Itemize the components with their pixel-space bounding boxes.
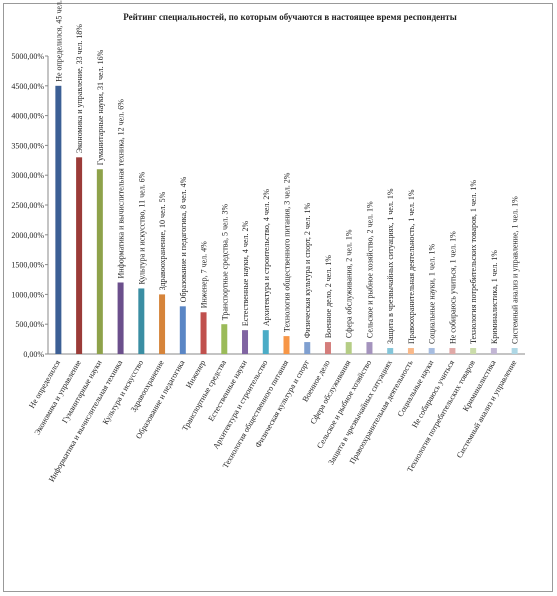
bar <box>304 342 311 354</box>
data-label: Технология потребительских товаров, 1 че… <box>469 180 478 344</box>
y-tick-label: 0,00% <box>23 350 44 359</box>
bar <box>490 348 497 354</box>
frame <box>3 3 553 592</box>
bar <box>138 288 145 354</box>
bar <box>345 342 352 354</box>
data-label: Естественные науки, 4 чел. 2% <box>241 220 250 326</box>
bar <box>242 330 249 354</box>
data-label: Сельское и рыбное хозяйство, 2 чел. 1% <box>365 201 374 338</box>
data-label: Экономика и управление, 33 чел. 18% <box>75 24 84 154</box>
data-label: Культура и искусство, 11 чел. 6% <box>137 171 146 284</box>
bar <box>200 312 207 354</box>
y-tick-label: 1500,00% <box>11 261 44 270</box>
chart-title: Рейтинг специальностей, по которым обуча… <box>123 12 457 22</box>
bar <box>221 324 228 354</box>
data-label: Социальные науки, 1 чел. 1% <box>428 244 437 345</box>
y-tick-label: 5000,00% <box>11 52 44 61</box>
y-tick-label: 4500,00% <box>11 82 44 91</box>
bar <box>407 348 414 354</box>
bar <box>449 348 456 354</box>
y-tick-label: 2500,00% <box>11 201 44 210</box>
bar <box>366 342 373 354</box>
y-tick-label: 3500,00% <box>11 141 44 150</box>
bar <box>428 348 435 354</box>
bar <box>324 342 331 354</box>
y-tick-label: 1000,00% <box>11 290 44 299</box>
y-tick-label: 3000,00% <box>11 171 44 180</box>
bar <box>96 169 103 354</box>
bar <box>283 336 290 354</box>
data-label: Военное дело, 2 чел. 1% <box>324 255 333 338</box>
y-tick-label: 500,00% <box>15 320 44 329</box>
bar <box>76 157 83 354</box>
data-label: Технология общественного питания, 3 чел.… <box>283 172 292 332</box>
data-label: Системный анализ и управление, 1 чел. 1% <box>511 196 520 344</box>
data-label: Гуманитарные науки, 31 чел. 16% <box>96 49 105 165</box>
data-label: Криминалистика, 1 чел. 1% <box>490 250 499 344</box>
data-label: Архитектура и строительство, 4 чел. 2% <box>262 189 271 327</box>
data-label: Не собираюсь учиться, 1 чел. 1% <box>448 231 457 344</box>
data-label: Правоохранительная деятельность, 1 чел. … <box>407 189 416 344</box>
data-label: Не определился, 45 чел. 24% <box>54 0 63 82</box>
data-label: Информатика и вычислительная техника, 12… <box>117 99 126 279</box>
data-label: Физическая культура и спорт, 2 чел. 1% <box>303 203 312 339</box>
data-label: Образование и педагогика, 8 чел. 4% <box>179 176 188 302</box>
bar <box>511 348 518 354</box>
data-label: Сфера обслуживания, 2 чел. 1% <box>345 229 354 338</box>
bar <box>55 85 62 355</box>
y-tick-label: 4000,00% <box>11 112 44 121</box>
y-tick-label: 2000,00% <box>11 231 44 240</box>
data-label: Защита в чрезвычайных ситуациях, 1 чел. … <box>386 188 395 344</box>
bar <box>117 282 124 354</box>
bar <box>470 348 477 354</box>
bar <box>179 306 186 354</box>
data-label: Здравоохранение, 10 чел. 5% <box>158 191 167 290</box>
bar <box>159 294 166 354</box>
data-label: Транспортные средства, 5 чел. 3% <box>220 203 229 320</box>
bar <box>262 330 269 354</box>
bar <box>387 348 394 354</box>
data-label: Инженер, 7 чел. 4% <box>200 241 209 308</box>
